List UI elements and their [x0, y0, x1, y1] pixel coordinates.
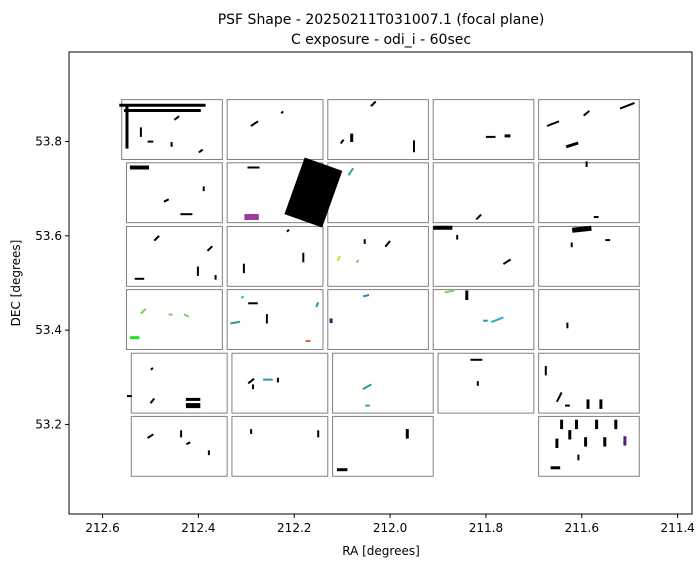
psf-segment-46: [502, 258, 512, 265]
psf-segment-51: [183, 313, 190, 318]
ccd-cell-17: [327, 289, 429, 350]
ccd-cell-10: [126, 225, 223, 287]
psf-segment-34: [153, 235, 160, 242]
ccd-cell-23: [437, 352, 535, 414]
x-tick-label: 212.4: [181, 521, 215, 535]
x-tick-label: 211.6: [565, 521, 599, 535]
psf-segment-6: [198, 148, 204, 154]
psf-segment-84: [147, 433, 154, 439]
psf-segment-43: [384, 240, 391, 248]
psf-segment-35: [206, 245, 213, 252]
psf-segment-68: [149, 397, 156, 404]
ccd-cell-11: [226, 225, 324, 287]
x-tick-label: 212.0: [373, 521, 407, 535]
ccd-cell-5: [126, 162, 223, 224]
ccd-cell-0: [121, 99, 223, 160]
x-tick-label: 211.4: [660, 521, 694, 535]
psf-segment-30: [571, 225, 592, 233]
ccd-cell-2: [327, 99, 429, 160]
psf-segment-42: [355, 259, 360, 264]
ccd-cell-13: [432, 225, 535, 287]
ccd-cell-28: [538, 415, 640, 477]
psf-segment-11: [370, 100, 377, 107]
psf-segment-21: [163, 198, 170, 203]
ccd-cell-20: [130, 352, 228, 414]
ccd-cell-3: [432, 99, 535, 160]
psf-segment-19: [583, 110, 591, 117]
x-axis-label: RA [degrees]: [342, 544, 420, 558]
ccd-cell-9: [538, 162, 640, 224]
ccd-cell-1: [226, 99, 324, 160]
psf-segment-67: [150, 367, 154, 371]
ccd-cell-8: [432, 162, 535, 224]
psf-segment-8: [250, 120, 259, 127]
psf-segment-75: [362, 383, 372, 390]
psf-segment-27: [347, 167, 355, 176]
y-axis-ticks: 53.2 53.4 53.6 53.8: [35, 135, 69, 431]
psf-segment-16: [565, 141, 579, 149]
psf-segment-26: [284, 157, 343, 228]
psf-segment-55: [240, 295, 245, 299]
psf-segment-5: [173, 115, 180, 121]
psf-segment-63: [491, 316, 504, 324]
psf-segment-29: [475, 213, 482, 221]
x-tick-label: 212.2: [277, 521, 311, 535]
psf-segment-49: [140, 308, 147, 315]
psf-segment-13: [339, 139, 345, 145]
ccd-cell-16: [226, 289, 324, 350]
psf-segments: [119, 100, 635, 472]
y-tick-label: 53.4: [35, 323, 62, 337]
psf-segment-18: [546, 120, 560, 127]
chart-title: PSF Shape - 20250211T031007.1 (focal pla…: [218, 12, 545, 28]
x-axis-ticks: 212.6 212.4 212.2 212.0 211.8 211.6 211.4: [85, 514, 695, 535]
psf-segment-9: [280, 110, 284, 115]
psf-segment-71: [247, 377, 255, 385]
ccd-cell-21: [231, 352, 329, 414]
ccd-cell-26: [231, 415, 329, 477]
ccd-cell-7: [327, 162, 429, 224]
ccd-cell-24: [538, 352, 640, 414]
y-tick-label: 53.6: [35, 229, 62, 243]
psf-segment-54: [230, 320, 241, 325]
ccd-cell-14: [538, 225, 640, 287]
psf-segment-61: [444, 289, 455, 294]
ccd-cell-19: [538, 289, 640, 350]
ccd-cell-18: [432, 289, 535, 350]
psf-segment-86: [185, 441, 191, 446]
ccd-cell-15: [126, 289, 223, 350]
psf-segment-40: [286, 228, 290, 233]
psf-segment-80: [556, 391, 563, 403]
psf-segment-60: [362, 294, 370, 298]
plot-frame: [68, 51, 693, 515]
ccd-cell-12: [327, 225, 429, 287]
psf-segment-41: [336, 255, 341, 262]
x-tick-label: 212.6: [85, 521, 119, 535]
psf-segment-17: [619, 101, 635, 110]
ccd-cell-22: [332, 352, 434, 414]
psf-segment-57: [315, 301, 320, 308]
ccd-cell-27: [332, 415, 434, 477]
x-tick-label: 211.8: [469, 521, 503, 535]
y-axis-label: DEC [degrees]: [9, 240, 23, 327]
ccd-cell-25: [130, 415, 228, 477]
y-tick-label: 53.8: [35, 135, 62, 149]
ccd-cells: [121, 99, 640, 477]
ccd-cell-4: [538, 99, 640, 160]
chart-subtitle: C exposure - odi_i - 60sec: [291, 32, 471, 48]
y-tick-label: 53.2: [35, 417, 62, 431]
